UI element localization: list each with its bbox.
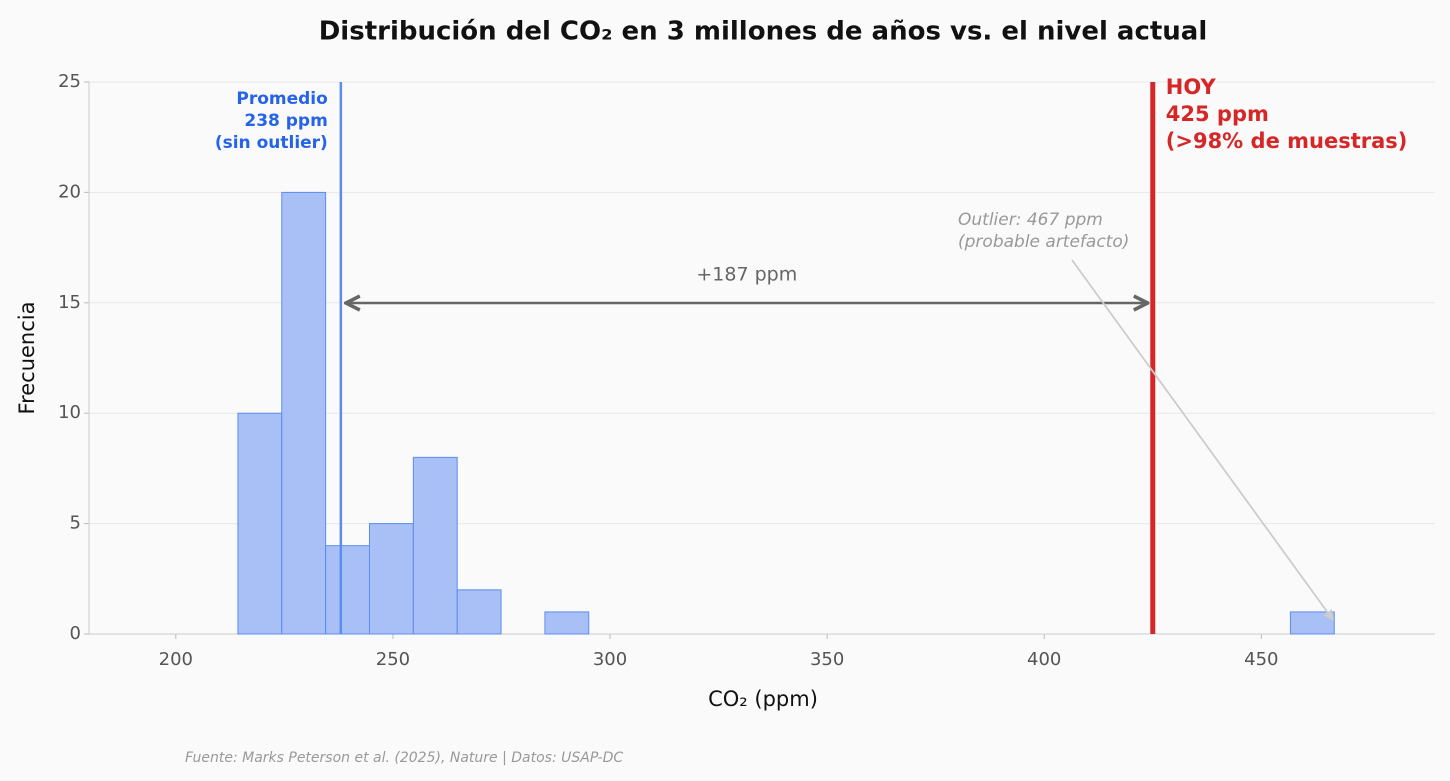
bar [456,589,502,635]
reference-label: 425 ppm [1166,102,1269,126]
bar [412,456,458,635]
x-axis-label: CO₂ (ppm) [708,687,818,711]
y-tick-label: 5 [70,513,81,534]
reference-label: 238 ppm [244,111,327,131]
outlier-label: (probable artefacto) [958,232,1129,252]
chart-title: Distribución del CO₂ en 3 millones de añ… [319,17,1208,47]
x-tick-label: 300 [593,649,627,670]
reference-label: Promedio [236,89,327,109]
bar [544,611,590,635]
span-label: +187 ppm [696,264,797,286]
bar [281,191,327,635]
outlier-label: Outlier: 467 ppm [958,210,1103,230]
y-tick-label: 25 [58,71,81,92]
y-tick-label: 20 [58,181,81,202]
y-tick-label: 10 [58,402,81,423]
reference-label: (>98% de muestras) [1166,129,1408,153]
bar [368,523,414,635]
x-tick-label: 200 [159,649,193,670]
bar [1289,611,1335,635]
x-tick-label: 450 [1244,649,1278,670]
x-tick-label: 400 [1027,649,1061,670]
reference-label: (sin outlier) [215,133,328,153]
y-tick-label: 0 [70,623,81,644]
bar [237,412,283,635]
outlier-arrow [1071,259,1334,621]
reference-label: HOY [1166,75,1217,99]
bar [325,545,370,635]
x-tick-label: 350 [810,649,844,670]
y-tick-label: 15 [58,292,81,313]
source-note: Fuente: Marks Peterson et al. (2025), Na… [185,750,623,766]
x-tick-label: 250 [376,649,410,670]
y-axis-label: Frecuencia [15,302,39,415]
